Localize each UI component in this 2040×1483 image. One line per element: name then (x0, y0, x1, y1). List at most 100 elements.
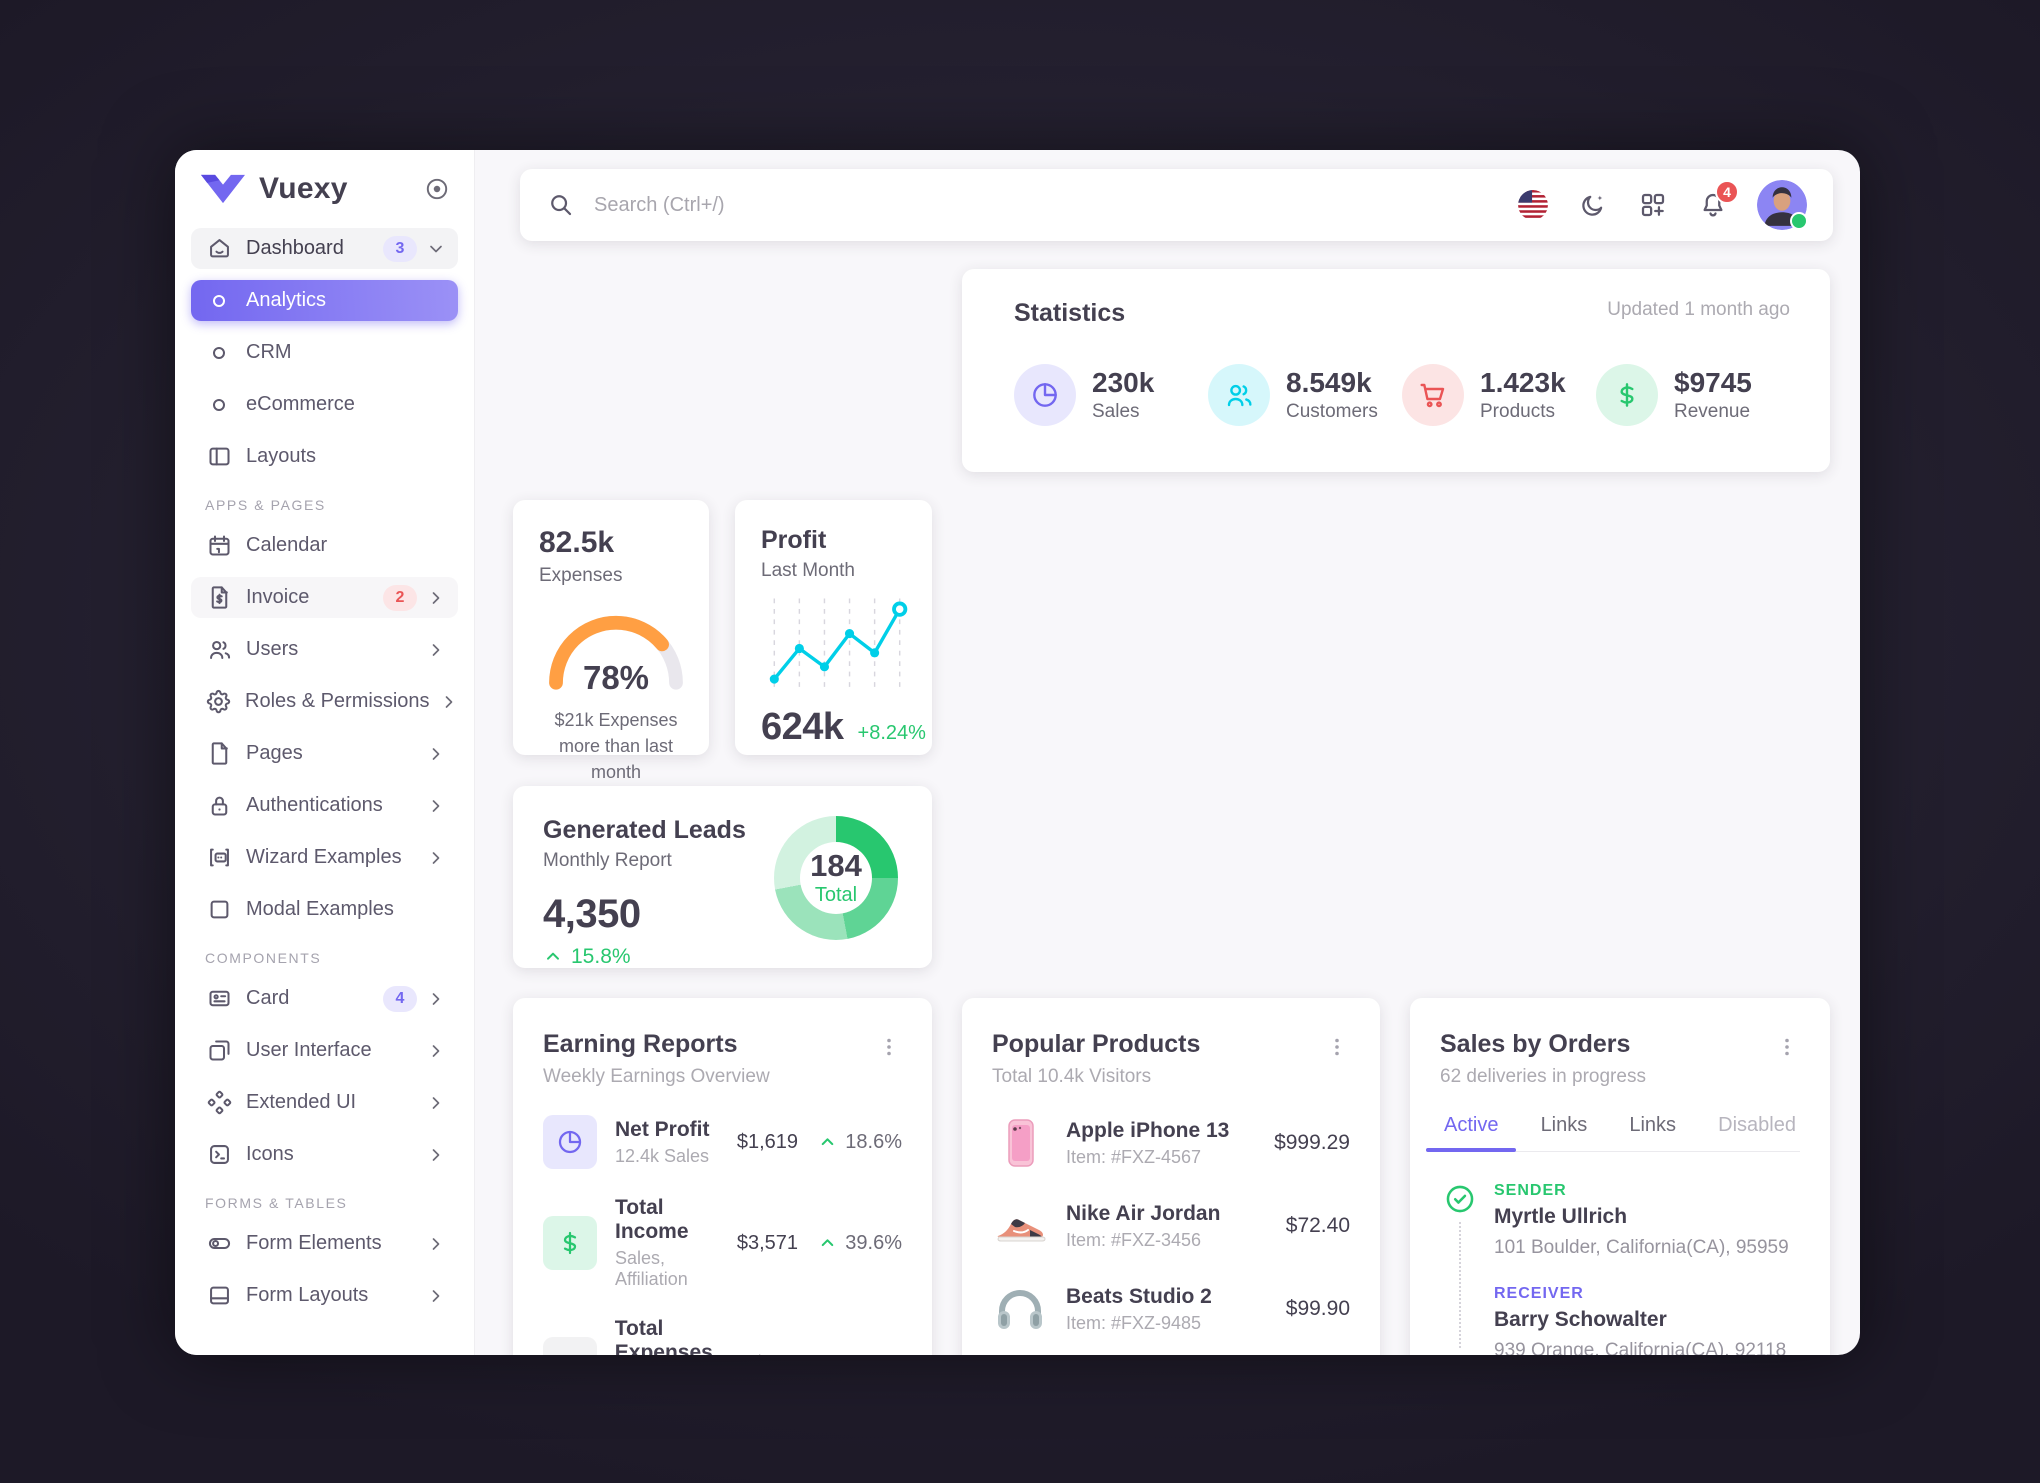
profit-card: Profit Last Month 624k +8.24% (735, 500, 932, 755)
sidebar-nav: Dashboard 3 Analytics CRM eCommerce Layo… (191, 228, 458, 1316)
kebab-menu-icon[interactable] (1324, 1030, 1350, 1064)
profit-line-chart (769, 598, 908, 688)
sidebar-item-form-elements[interactable]: Form Elements (191, 1223, 458, 1264)
headphones-product-image (992, 1281, 1048, 1337)
sidebar-item-authentications[interactable]: Authentications (191, 785, 458, 826)
profit-change: +8.24% (857, 722, 926, 744)
sidebar-item-dashboard[interactable]: Dashboard 3 (191, 228, 458, 269)
sender-address: 101 Boulder, California(CA), 95959 (1494, 1237, 1789, 1258)
leads-donut-label: Total (814, 883, 858, 906)
search-input[interactable] (592, 192, 1517, 218)
sender-label: SENDER (1494, 1182, 1567, 1199)
earning-title: Earning Reports (543, 1030, 738, 1058)
layout-bottom-icon (205, 1282, 233, 1310)
notifications-bell-icon[interactable]: 4 (1697, 180, 1739, 221)
notification-count-badge: 4 (1715, 180, 1739, 204)
leads-title: Generated Leads (543, 816, 746, 844)
iphone-product-image (992, 1115, 1048, 1171)
sidebar-section-apps-pages: APPS & PAGES (205, 497, 326, 513)
trend-up-icon (818, 1355, 837, 1356)
sidebar-pin-toggle-icon[interactable] (424, 176, 450, 202)
kebab-menu-icon[interactable] (876, 1030, 902, 1064)
leads-value: 4,350 (543, 892, 641, 936)
user-avatar[interactable] (1757, 180, 1808, 230)
sidebar-item-layouts[interactable]: Layouts (191, 436, 458, 477)
sidebar: Vuexy Dashboard 3 Analytics CRM (175, 150, 475, 1355)
products-subtitle: Total 10.4k Visitors (992, 1066, 1152, 1087)
profit-title: Profit (761, 526, 827, 554)
sidebar-item-users[interactable]: Users (191, 629, 458, 670)
profit-subtitle: Last Month (761, 560, 855, 581)
orders-subtitle: 62 deliveries in progress (1440, 1066, 1646, 1087)
expenses-gauge-fill (549, 615, 683, 690)
pie-chart-icon (1014, 364, 1076, 426)
expenses-gauge: 78% (541, 607, 691, 696)
brand: Vuexy (191, 172, 458, 206)
users-icon (1208, 364, 1270, 426)
sidebar-item-roles-permissions[interactable]: Roles & Permissions (191, 681, 458, 722)
chevron-right-icon (426, 796, 446, 816)
kebab-menu-icon[interactable] (1774, 1030, 1800, 1064)
sidebar-item-crm[interactable]: CRM (191, 332, 458, 373)
topbar: 4 (520, 169, 1833, 241)
sidebar-item-form-layouts[interactable]: Form Layouts (191, 1275, 458, 1316)
layout-sidebar-icon (205, 443, 233, 471)
timeline-connector (1459, 1222, 1461, 1348)
language-flag-icon[interactable] (1517, 189, 1549, 221)
product-row-iphone: Apple iPhone 13 Item: #FXZ-4567 $999.29 (992, 1115, 1350, 1171)
chevron-right-icon (426, 848, 446, 868)
sidebar-section-components: COMPONENTS (205, 950, 322, 966)
tab-links-2[interactable]: Links (1629, 1114, 1677, 1136)
leads-subtitle: Monthly Report (543, 850, 672, 871)
calendar-icon (205, 532, 233, 560)
sidebar-item-calendar[interactable]: Calendar (191, 525, 458, 566)
topbar-actions: 4 (1517, 180, 1808, 230)
sidebar-item-extended-ui[interactable]: Extended UI (191, 1082, 458, 1123)
product-row-nike: Nike Air Jordan Item: #FXZ-3456 $72.40 (992, 1198, 1350, 1254)
dark-mode-moon-icon[interactable] (1577, 189, 1609, 221)
chevron-right-icon (426, 1145, 446, 1165)
file-icon (205, 740, 233, 768)
receiver-name: Barry Schowalter (1494, 1308, 1667, 1331)
circle-icon (205, 391, 233, 419)
chevron-right-icon (426, 1286, 446, 1306)
sales-by-orders-card: Sales by Orders 62 deliveries in progres… (1410, 998, 1830, 1355)
popular-products-card: Popular Products Total 10.4k Visitors Ap… (962, 998, 1380, 1355)
online-status-dot (1790, 212, 1808, 230)
products-title: Popular Products (992, 1030, 1201, 1058)
trend-up-icon (822, 1238, 834, 1246)
tab-links-1[interactable]: Links (1540, 1114, 1588, 1136)
chevron-right-icon (439, 692, 459, 712)
lock-icon (205, 792, 233, 820)
statistics-items: 230k Sales 8.549k Customers 1.423k Products… (1014, 364, 1790, 426)
tab-disabled[interactable]: Disabled (1718, 1114, 1796, 1136)
generated-leads-card: Generated Leads Monthly Report 4,350 15.… (513, 786, 932, 968)
sidebar-item-pages[interactable]: Pages (191, 733, 458, 774)
statistics-title: Statistics (1014, 299, 1126, 327)
shortcuts-grid-icon[interactable] (1637, 189, 1669, 221)
chevron-right-icon (426, 640, 446, 660)
earning-subtitle: Weekly Earnings Overview (543, 1066, 770, 1087)
statistics-updated: Updated 1 month ago (1607, 299, 1790, 320)
sidebar-item-modal-examples[interactable]: Modal Examples (191, 889, 458, 930)
stat-revenue: $9745 Revenue (1596, 364, 1790, 426)
earning-row-net-profit: Net Profit 12.4k Sales $1,619 18.6% (543, 1115, 902, 1169)
leads-donut-total: 184 (810, 847, 862, 883)
invoice-icon (205, 584, 233, 612)
sidebar-item-icons[interactable]: Icons (191, 1134, 458, 1175)
sidebar-item-user-interface[interactable]: User Interface (191, 1030, 458, 1071)
home-icon (205, 235, 233, 263)
users-icon (205, 636, 233, 664)
sidebar-item-analytics[interactable]: Analytics (191, 280, 458, 321)
expenses-percent: 78% (582, 659, 650, 696)
sidebar-item-ecommerce[interactable]: eCommerce (191, 384, 458, 425)
sidebar-item-wizard-examples[interactable]: Wizard Examples (191, 837, 458, 878)
sidebar-item-invoice[interactable]: Invoice 2 (191, 577, 458, 618)
expenses-label: Expenses (539, 565, 623, 586)
receiver-address: 939 Orange, California(CA), 92118 (1494, 1340, 1787, 1355)
earning-row-total-expenses: Total ExpensesADVT, Marketing $430 52.8% (543, 1317, 902, 1355)
tab-active[interactable]: Active (1425, 1114, 1518, 1152)
card-badge: 4 (383, 985, 417, 1012)
circle-icon (205, 339, 233, 367)
sidebar-item-card[interactable]: Card 4 (191, 978, 458, 1019)
